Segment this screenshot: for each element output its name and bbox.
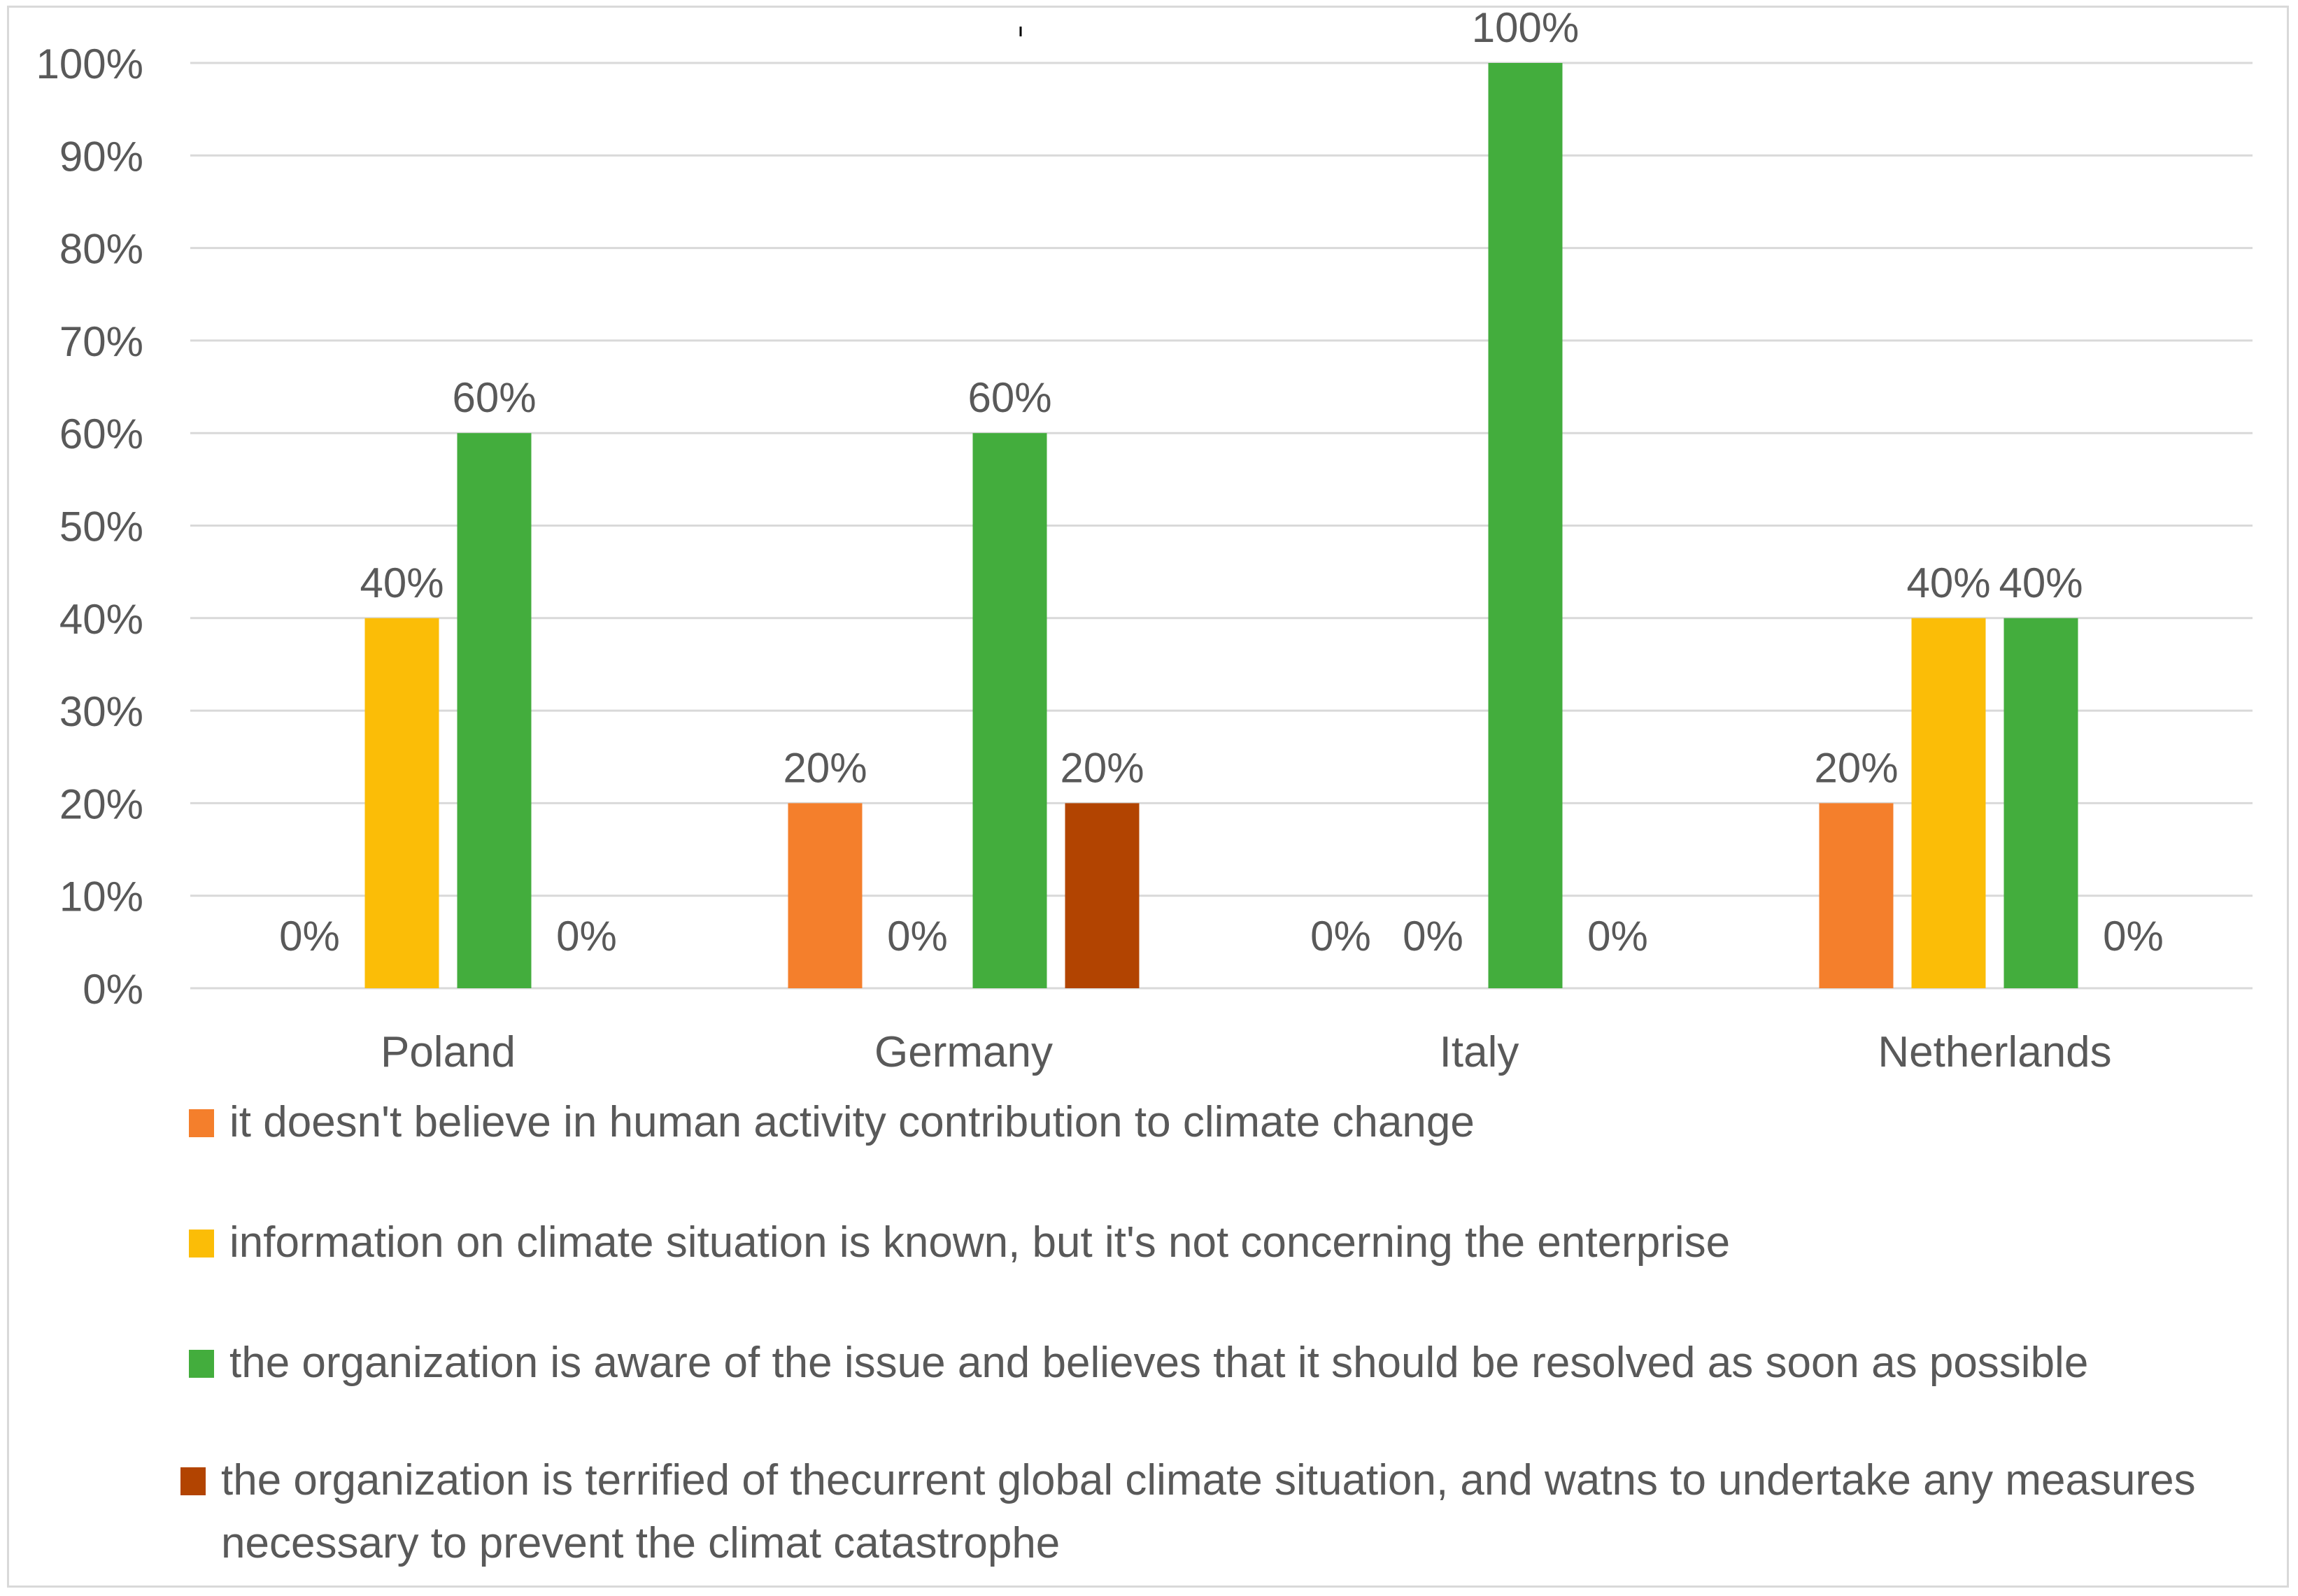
data-label: 0% (2103, 913, 2164, 960)
bar-netherlands-series-2 (1911, 618, 1986, 988)
x-tick-label: Poland (381, 1028, 516, 1076)
bar-germany-series-3 (972, 433, 1047, 988)
y-axis-tick-labels: 0% 10% 20% 30% 40% 50% 60% 70% 80% 90% 100% (36, 41, 143, 1013)
bar-germany-series-1 (788, 803, 863, 988)
legend-swatch-series-3 (189, 1350, 214, 1378)
data-label: 40% (1999, 560, 2083, 606)
gridlines (190, 62, 2253, 990)
y-tick-label: 90% (59, 133, 143, 180)
legend-swatch-series-4 (180, 1467, 206, 1495)
bar-netherlands-series-3 (2003, 618, 2078, 988)
x-tick-label: Netherlands (1878, 1028, 2111, 1076)
bar-poland-series-2 (364, 618, 439, 988)
legend-item-series-1: it doesn't believe in human activity con… (189, 1091, 1475, 1154)
data-label: 0% (556, 913, 617, 960)
bar-germany-series-4 (1065, 803, 1140, 988)
y-tick-label: 70% (59, 318, 143, 365)
data-label: 0% (1587, 913, 1648, 960)
data-label: 60% (452, 374, 536, 421)
bar-italy-series-3 (1488, 63, 1563, 988)
data-label: 20% (783, 744, 867, 791)
y-tick-label: 0% (83, 966, 143, 1013)
x-tick-label: Italy (1440, 1028, 1519, 1076)
data-label: 20% (1060, 744, 1144, 791)
y-tick-label: 30% (59, 688, 143, 735)
bars (364, 63, 2078, 988)
legend-label-series-4: the organization is terrified of thecurr… (221, 1456, 2196, 1567)
y-tick-label: 60% (59, 411, 143, 457)
data-label: 0% (887, 913, 948, 960)
legend-label-series-2: information on climate situation is know… (229, 1218, 1731, 1267)
legend-swatch-series-1 (189, 1109, 214, 1137)
data-label: 20% (1814, 744, 1898, 791)
y-tick-label: 100% (36, 41, 143, 87)
y-tick-label: 80% (59, 226, 143, 273)
data-label: 0% (279, 913, 340, 960)
data-label: 40% (360, 560, 444, 606)
legend-item-series-3: the organization is aware of the issue a… (189, 1332, 2162, 1395)
y-tick-label: 40% (59, 596, 143, 643)
data-label: 40% (1906, 560, 1990, 606)
legend-label-series-3: the organization is aware of the issue a… (229, 1339, 2089, 1387)
y-tick-label: 10% (59, 874, 143, 920)
bar-poland-series-3 (457, 433, 532, 988)
legend-label-series-1: it doesn't believe in human activity con… (229, 1098, 1475, 1146)
data-labels: 0%40%60%0%20%0%60%20%0% 0%100%0%20%40% 40%… (279, 4, 2164, 960)
bar-netherlands-series-1 (1819, 803, 1894, 988)
data-label: 0% (1310, 913, 1371, 960)
x-axis-category-labels: Poland Germany Italy Netherlands (381, 1028, 2112, 1076)
y-tick-label: 20% (59, 781, 143, 827)
x-tick-label: Germany (874, 1028, 1053, 1076)
y-tick-label: 50% (59, 504, 143, 550)
data-label: 60% (967, 374, 1051, 421)
data-label: 0% (1403, 913, 1463, 960)
legend-item-series-2: information on climate situation is know… (189, 1211, 1730, 1274)
legend-item-series-4: the organization is terrified of thecurr… (180, 1449, 2279, 1575)
data-label: 100% (1472, 4, 1579, 51)
legend-swatch-series-2 (189, 1230, 214, 1257)
